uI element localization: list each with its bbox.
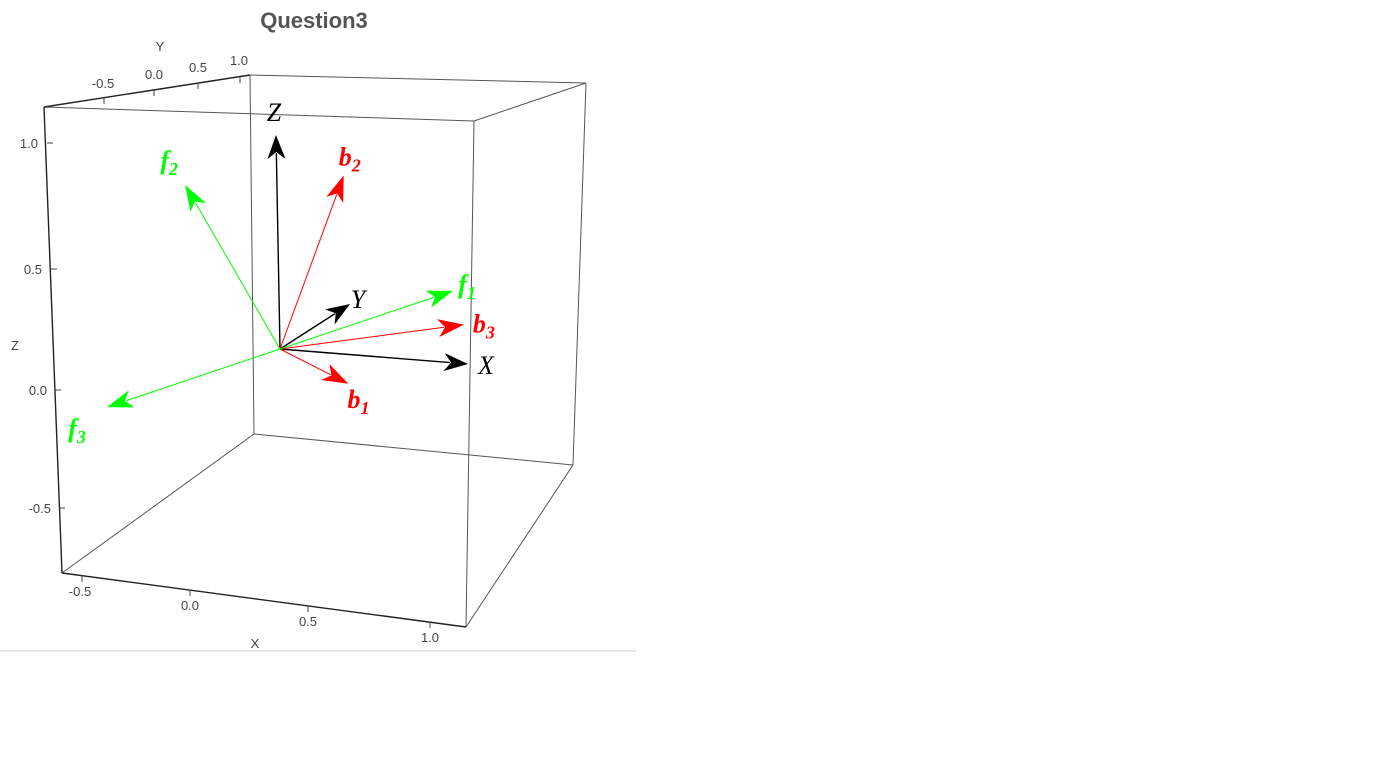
vector-Y-arrowhead [324, 304, 350, 325]
chart-title: Question3 [260, 8, 368, 33]
vector-f3-label: f3 [68, 414, 86, 447]
vector-b3-arrowhead [436, 319, 464, 337]
vector-Y-label: Y [351, 285, 368, 314]
z-tick-label: 0.0 [29, 383, 47, 398]
vector-b1-label: b1 [347, 385, 369, 418]
vector-b3-label: b3 [473, 310, 495, 343]
vector-b1-shaft [279, 348, 331, 376]
y-tick-label: 0.0 [145, 67, 163, 82]
vector-b2-label: b2 [339, 143, 361, 176]
tick-marks [47, 77, 431, 628]
tick-labels: 1.0 0.5 0.0 -0.5 -0.5 0.0 0.5 1.0 -0.5 0… [20, 53, 439, 645]
y-tick-label: 1.0 [230, 53, 248, 68]
vector-f1-label: f1 [458, 270, 476, 303]
vector-f3-arrowhead [107, 390, 135, 408]
z-tick-label: 1.0 [20, 136, 38, 151]
y-tick-label: -0.5 [92, 76, 114, 91]
vector-f2-shaft [194, 202, 281, 350]
vector-b3-shaft [279, 326, 445, 350]
x-tick-label: 1.0 [421, 630, 439, 645]
y-tick-label: 0.5 [189, 60, 207, 75]
z-tick-label: 0.5 [24, 262, 42, 277]
vector-f1-arrowhead [425, 290, 453, 308]
vector-X-shaft [279, 348, 451, 364]
z-axis-label: Z [11, 338, 19, 353]
vector-Z-arrowhead [267, 135, 286, 160]
vector-b2-arrowhead [326, 175, 344, 204]
vector-f2-arrowhead [185, 185, 207, 213]
vector-X-arrowhead [443, 353, 468, 372]
x-tick-label: -0.5 [69, 584, 91, 599]
vector-f2-label: f2 [160, 146, 178, 179]
vector-f3-shaft [125, 348, 281, 402]
vector-X-label: X [477, 351, 495, 380]
vector-b1-arrowhead [321, 363, 349, 384]
x-axis-label: X [251, 636, 260, 651]
vector-f1-shaft [279, 296, 435, 350]
vector-b2-shaft [279, 194, 338, 350]
z-tick-label: -0.5 [29, 501, 51, 516]
vectors: X Y Zb1 b2 b3 f1 f2 f3 [68, 98, 495, 447]
vector-Z-shaft [275, 152, 281, 350]
vector-Z-label: Z [267, 98, 282, 127]
y-axis-label: Y [156, 39, 165, 54]
x-tick-label: 0.5 [299, 614, 317, 629]
bounding-box [43, 74, 587, 628]
vector-Y-shaft [279, 313, 336, 350]
x-tick-label: 0.0 [181, 598, 199, 613]
